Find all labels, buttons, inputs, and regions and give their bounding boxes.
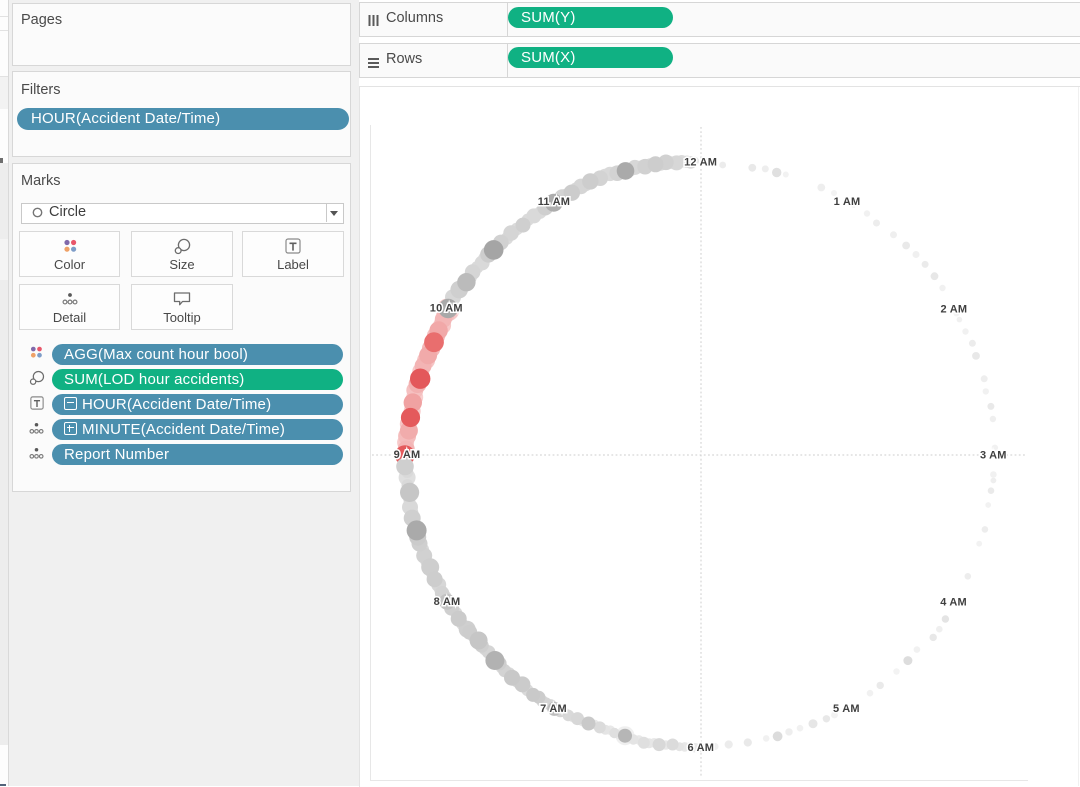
svg-text:3 AM: 3 AM <box>980 450 1007 462</box>
svg-text:12 AM: 12 AM <box>684 157 717 169</box>
svg-text:10 AM: 10 AM <box>430 303 463 315</box>
svg-text:11 AM: 11 AM <box>538 196 570 208</box>
svg-text:2 AM: 2 AM <box>941 304 968 316</box>
svg-text:8 AM: 8 AM <box>434 596 461 608</box>
svg-text:9 AM: 9 AM <box>394 449 421 461</box>
svg-text:7 AM: 7 AM <box>540 703 567 715</box>
svg-text:4 AM: 4 AM <box>940 597 967 609</box>
svg-text:5 AM: 5 AM <box>833 703 860 715</box>
svg-text:6 AM: 6 AM <box>687 742 714 754</box>
svg-text:1 AM: 1 AM <box>834 196 861 208</box>
